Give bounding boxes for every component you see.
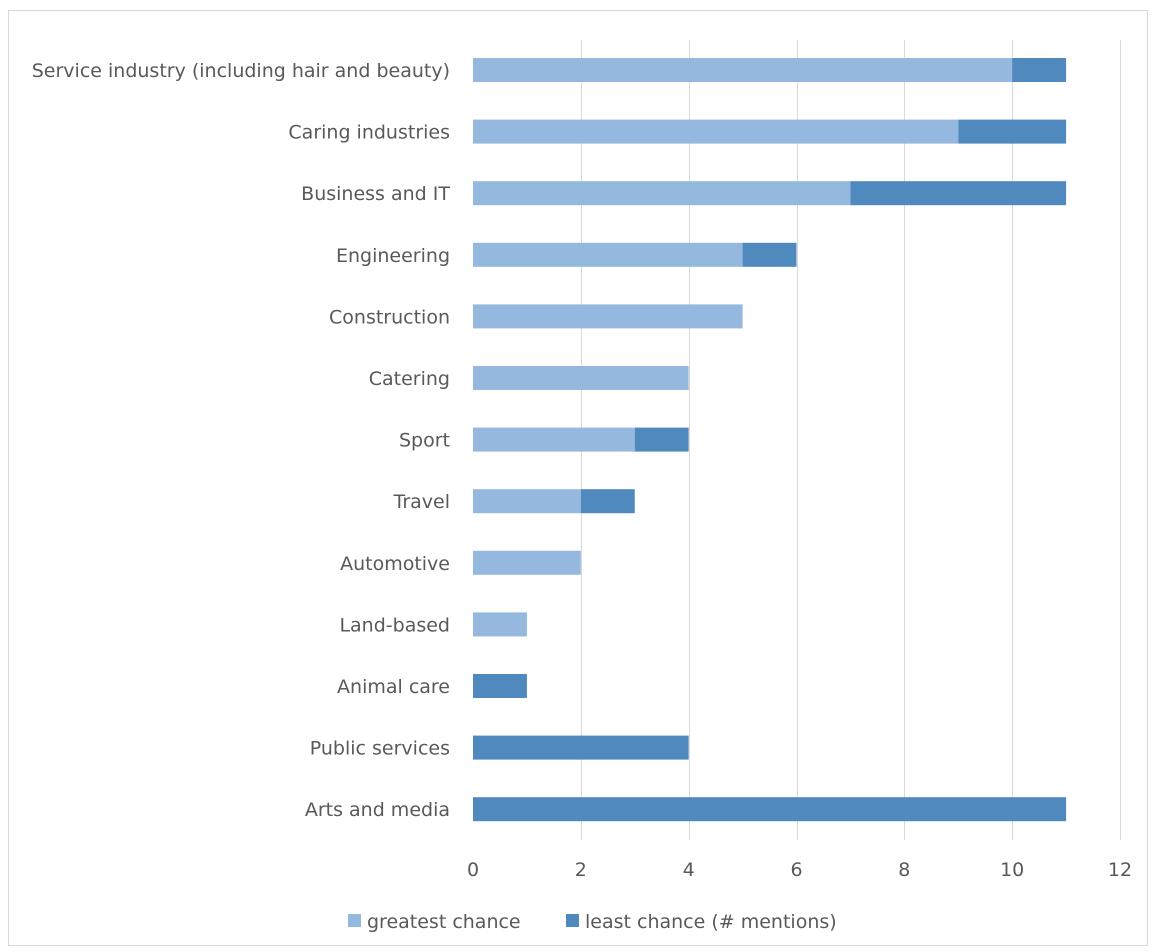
bar-least-10	[473, 674, 527, 698]
x-tick-label: 12	[1108, 859, 1132, 881]
legend-label-0: greatest chance	[367, 911, 521, 933]
bar-greatest-0	[473, 58, 1013, 82]
category-label: Sport	[399, 430, 450, 452]
category-label: Arts and media	[305, 799, 450, 821]
bar-greatest-3	[473, 242, 743, 267]
bar-least-7	[580, 489, 635, 514]
category-label: Travel	[393, 491, 450, 513]
category-label: Automotive	[340, 553, 450, 575]
bar-least-2	[850, 181, 1067, 206]
bar-greatest-1	[473, 119, 959, 144]
bar-greatest-9	[473, 612, 527, 637]
category-label: Land-based	[339, 614, 450, 636]
x-tick-label: 2	[575, 859, 587, 881]
legend: greatest chance least chance (# mentions)	[348, 911, 837, 933]
bar-greatest-4	[473, 304, 743, 329]
x-tick-label: 4	[683, 859, 695, 881]
bar-least-0	[1012, 58, 1067, 82]
legend-label-1: least chance (# mentions)	[585, 911, 837, 933]
bar-least-3	[742, 242, 797, 267]
chart-frame	[8, 10, 1148, 946]
category-label: Service industry (including hair and bea…	[32, 60, 450, 82]
bar-greatest-2	[473, 181, 851, 206]
bar-least-11	[473, 735, 689, 760]
bar-least-12	[473, 797, 1067, 822]
bar-greatest-8	[473, 550, 581, 575]
x-tick-label: 10	[1000, 859, 1024, 881]
category-labels: Service industry (including hair and bea…	[32, 60, 451, 821]
x-tick-labels: 0 2 4 6 8 10 12	[467, 859, 1132, 881]
category-label: Construction	[329, 306, 450, 328]
x-tick-label: 0	[467, 859, 479, 881]
bar-greatest-6	[473, 427, 635, 452]
bar-least-1	[958, 119, 1067, 144]
bars	[473, 58, 1067, 822]
bar-least-6	[634, 427, 689, 452]
category-label: Public services	[310, 738, 450, 760]
legend-swatch-1	[566, 914, 579, 927]
x-tick-label: 8	[898, 859, 910, 881]
gridlines	[581, 40, 1121, 840]
bar-greatest-7	[473, 489, 581, 514]
category-label: Engineering	[336, 245, 450, 267]
bar-greatest-5	[473, 366, 689, 390]
x-tick-label: 6	[790, 859, 802, 881]
category-label: Catering	[369, 368, 450, 390]
legend-swatch-0	[348, 914, 361, 927]
category-label: Caring industries	[288, 122, 450, 144]
category-label: Business and IT	[301, 183, 450, 205]
category-label: Animal care	[337, 676, 450, 698]
